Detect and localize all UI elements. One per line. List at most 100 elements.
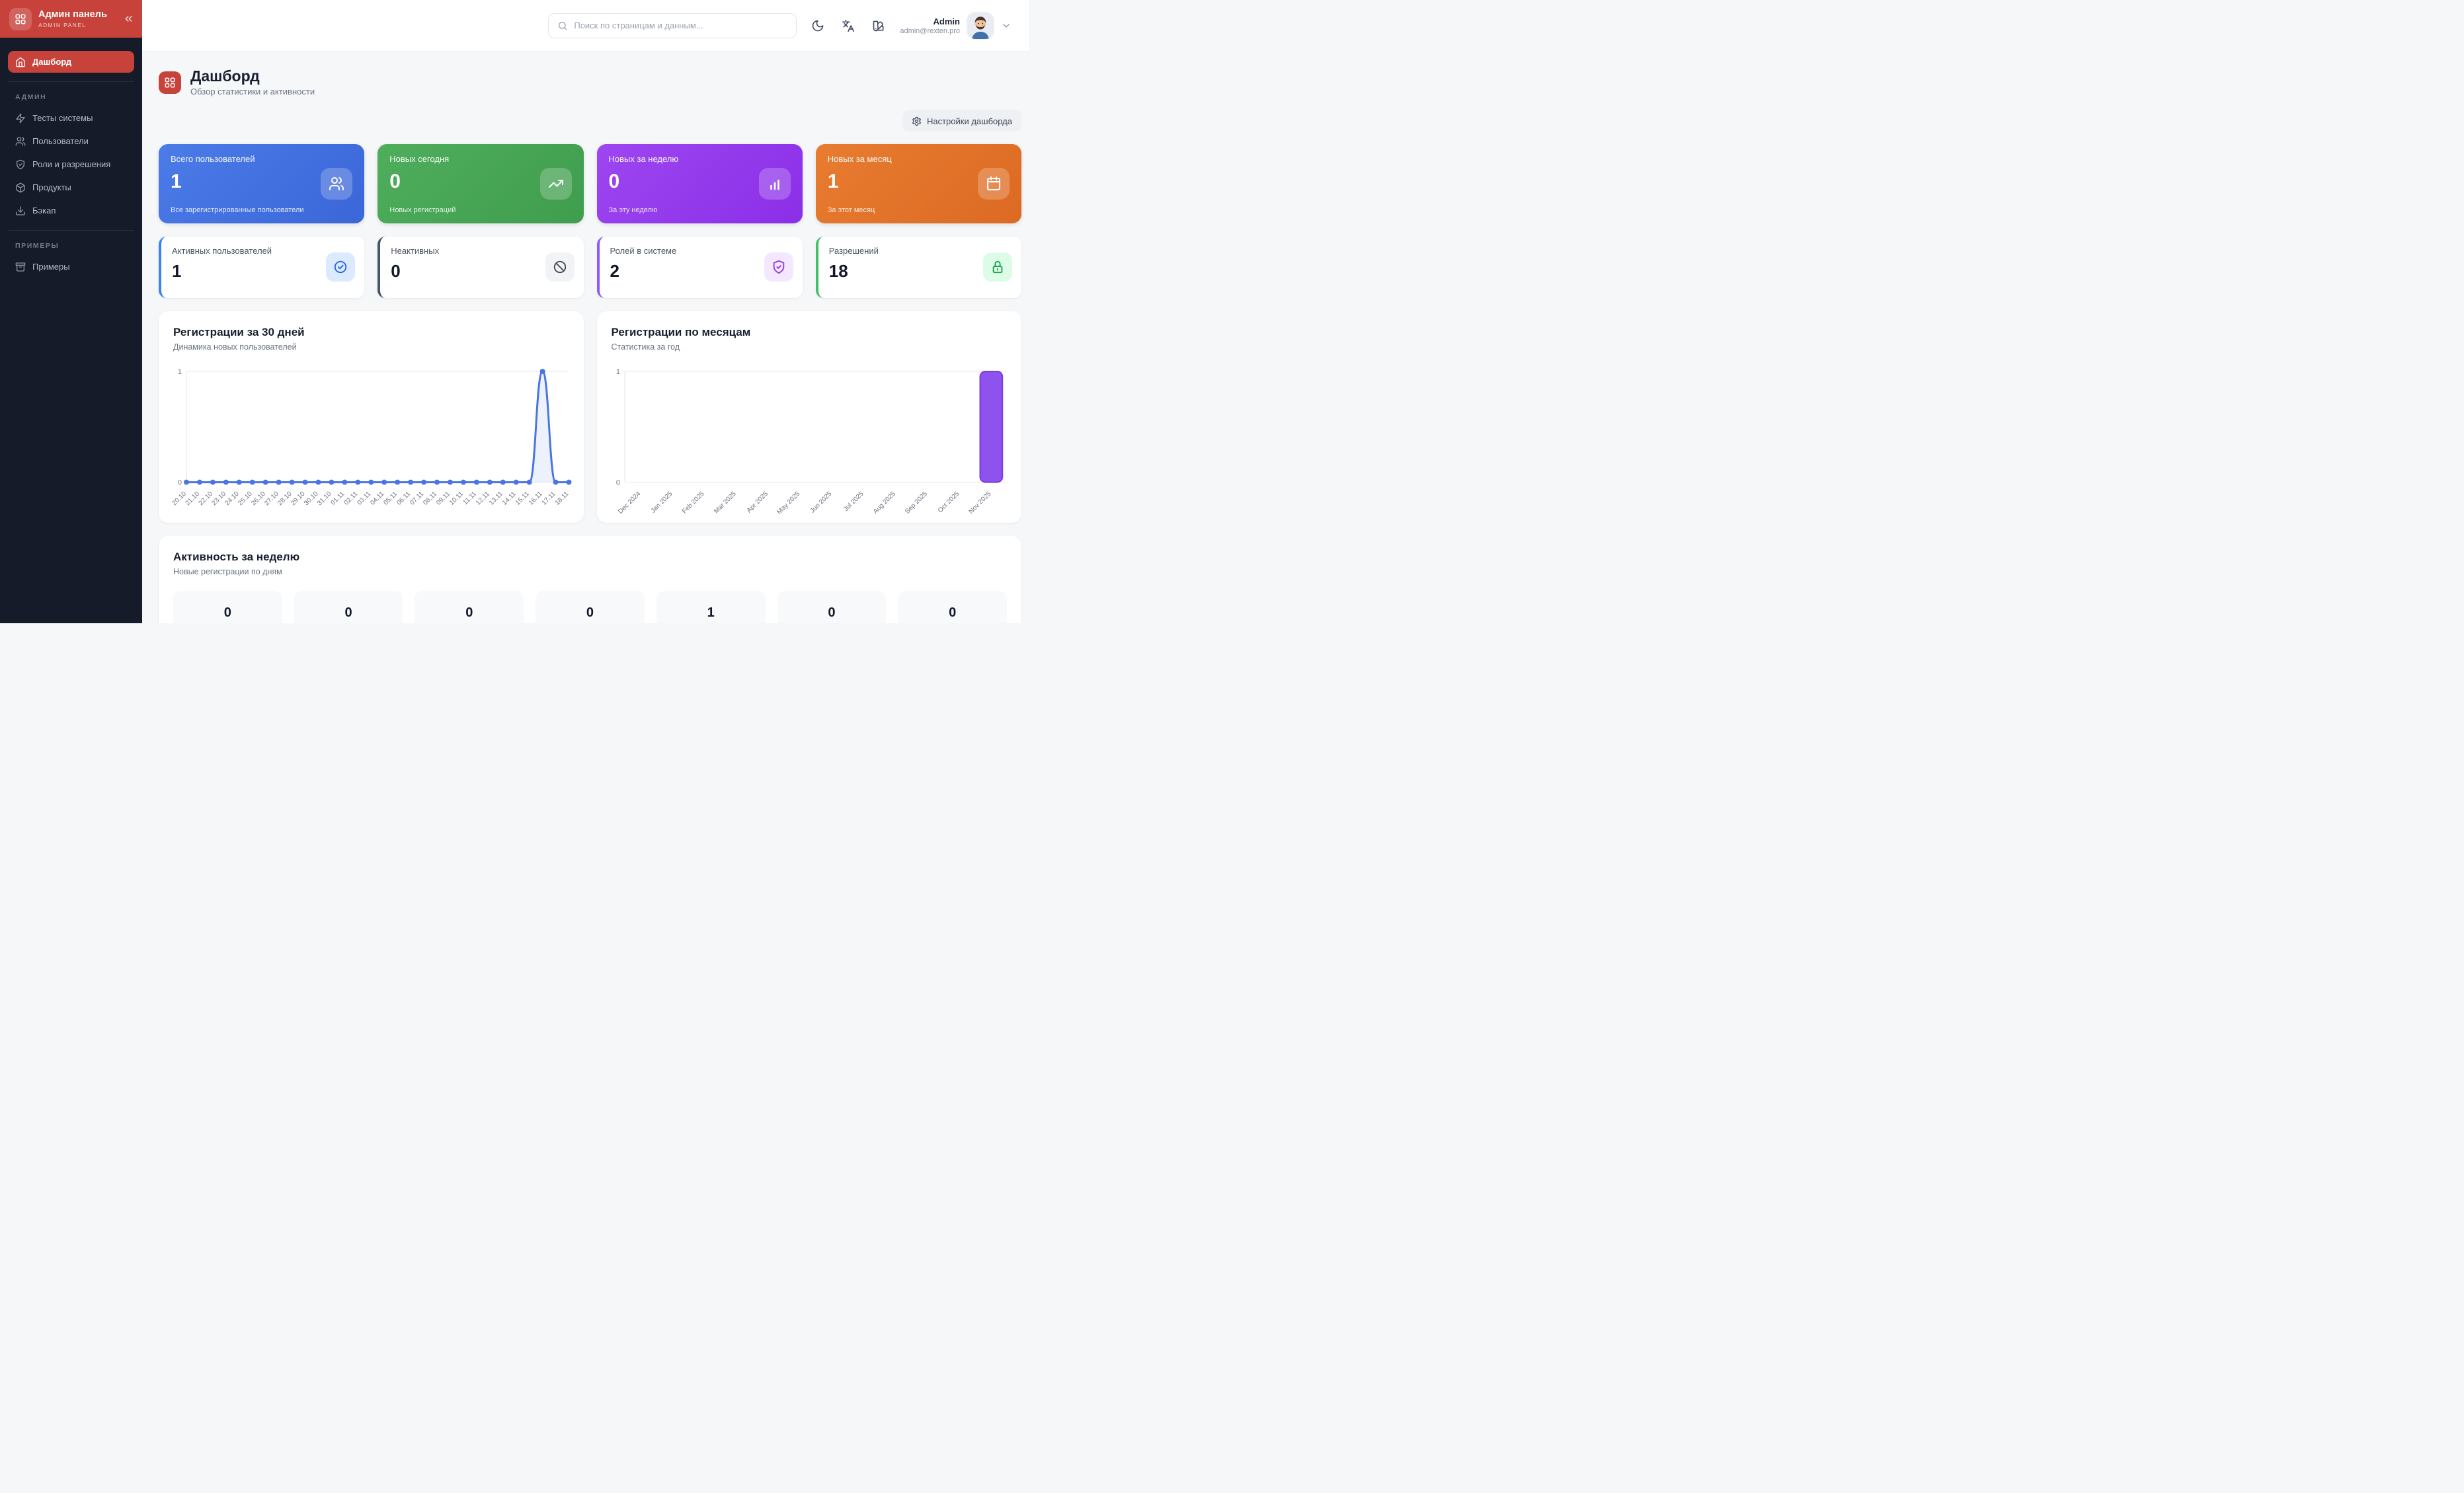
svg-text:04.11: 04.11 [369,490,385,507]
sidebar-collapse-button[interactable] [123,13,134,24]
user-email: admin@rexten.pro [900,26,960,35]
svg-text:21.10: 21.10 [184,490,202,508]
svg-text:Feb 2025: Feb 2025 [681,490,706,516]
sidebar-item-label: Пользователи [32,136,89,146]
app-window: Админ панель ADMIN PANEL Дашборд АДМИН Т… [0,0,1029,623]
svg-text:12.11: 12.11 [475,490,491,507]
gear-icon [912,116,922,126]
mini-label: Активных пользователей [172,246,272,256]
sidebar-divider [9,230,134,231]
mini-value: 2 [610,261,619,282]
topbar: Admin admin@rexten.pro [142,0,1029,52]
chart-title: Регистрации за 30 дней [173,326,305,339]
svg-text:16.11: 16.11 [528,490,544,507]
ban-icon [545,252,575,282]
day-box-mon: 0 Mon [777,591,887,623]
bar-chart-plot: 1 0 Dec 2024 Jan 2025 Feb 2025 Mar 2025 Apr 20… [612,368,1008,516]
charts-row: Регистрации за 30 дней Динамика новых по… [159,311,1021,523]
day-box-sun: 1 Sun [656,591,766,623]
svg-text:Sep 2025: Sep 2025 [904,490,929,516]
registrations-30days-chart-card: Регистрации за 30 дней Динамика новых по… [159,311,584,523]
day-box-sat: 0 Sat [536,591,645,623]
sidebar-section-examples: ПРИМЕРЫ [15,242,60,250]
svg-text:11.11: 11.11 [462,490,479,507]
swatchbook-icon [872,19,885,32]
stat-label: Новых за месяц [827,154,892,165]
svg-text:31.10: 31.10 [316,490,333,508]
sidebar-nav: Дашборд АДМИН Тесты системы Пользователи… [0,38,142,278]
user-menu[interactable]: Admin admin@rexten.pro [900,12,1012,39]
stat-label: Всего пользователей [171,154,255,165]
day-value: 0 [465,605,473,621]
mini-value: 1 [172,261,182,282]
moon-icon [811,19,824,32]
svg-text:26.10: 26.10 [250,490,267,508]
stat-sublabel: За этот месяц [827,206,875,215]
week-days-row: 0 Wed 0 Thu 0 Fri 0 Sat [173,591,1007,623]
trending-up-icon [539,168,572,200]
theme-button[interactable] [872,19,885,32]
dashboard-settings-button[interactable]: Настройки дашборда [902,110,1021,132]
svg-text:05.11: 05.11 [382,490,399,507]
svg-text:Jan 2025: Jan 2025 [649,490,674,515]
zap-icon [15,113,26,124]
app-title: Админ панель [38,9,107,20]
svg-text:25.10: 25.10 [237,490,254,508]
dashboard-settings-label: Настройки дашборда [926,116,1012,126]
mini-card-inactive-users: Неактивных 0 [378,237,584,299]
svg-text:10.11: 10.11 [448,490,465,507]
svg-text:23.10: 23.10 [211,490,228,508]
svg-text:09.11: 09.11 [435,490,452,507]
mini-label: Неактивных [391,246,440,256]
day-box-tue: 0 Tue [898,591,1007,623]
sidebar-item-system-tests[interactable]: Тесты системы [8,107,134,129]
svg-text:22.10: 22.10 [198,490,215,508]
sidebar-item-dashboard[interactable]: Дашборд [8,51,134,73]
language-button[interactable] [842,19,855,32]
avatar [967,12,994,39]
svg-text:Apr 2025: Apr 2025 [745,490,770,515]
circle-check-icon [326,252,356,282]
svg-text:08.11: 08.11 [422,490,438,507]
languages-icon [842,19,855,32]
svg-text:20.10: 20.10 [171,490,188,508]
main-area: Admin admin@rexten.pro [142,0,1029,623]
mini-card-roles: Ролей в системе 2 [596,237,803,299]
home-icon [15,57,26,67]
shield-check-icon [15,159,26,170]
dark-mode-button[interactable] [811,19,824,32]
svg-text:18.11: 18.11 [554,490,571,507]
svg-text:01.11: 01.11 [330,490,346,507]
week-subtitle: Новые регистрации по дням [173,567,282,577]
svg-text:0: 0 [178,479,182,487]
svg-text:07.11: 07.11 [409,490,425,507]
search-icon [557,20,568,31]
stat-card-new-month: Новых за месяц 1 За этот месяц [815,144,1021,224]
mini-label: Ролей в системе [610,246,677,256]
page-grid-icon [159,71,181,94]
search-input[interactable] [574,20,788,30]
line-chart-plot: 1 0 20.10 21.10 22.10 23.10 24.10 25.10 26.10 27.… [171,368,572,512]
stat-sublabel: Новых регистраций [389,206,456,215]
stat-sublabel: За эту неделю [608,206,658,215]
stat-card-new-week: Новых за неделю 0 За эту неделю [596,144,803,224]
sidebar-item-label: Дашборд [32,57,72,67]
users-icon [321,168,353,200]
sidebar-item-backup[interactable]: Бэкап [8,200,134,221]
stat-value: 1 [827,171,839,193]
sidebar: Админ панель ADMIN PANEL Дашборд АДМИН Т… [0,0,142,623]
day-box-wed: 0 Wed [173,591,282,623]
stat-card-total-users: Всего пользователей 1 Все зарегистрирова… [159,144,365,224]
day-value: 0 [223,605,231,621]
chart-title: Регистрации по месяцам [611,326,751,339]
app-logo-icon [9,7,32,30]
day-value: 1 [707,605,715,621]
day-value: 0 [828,605,836,621]
sidebar-item-users[interactable]: Пользователи [8,130,134,152]
svg-text:Aug 2025: Aug 2025 [871,490,896,516]
page-subtitle: Обзор статистики и активности [190,87,315,97]
sidebar-item-examples[interactable]: Примеры [8,256,134,278]
sidebar-item-roles-permissions[interactable]: Роли и разрешения [8,153,134,175]
user-info: Admin admin@rexten.pro [900,17,960,35]
sidebar-item-products[interactable]: Продукты [8,176,134,198]
